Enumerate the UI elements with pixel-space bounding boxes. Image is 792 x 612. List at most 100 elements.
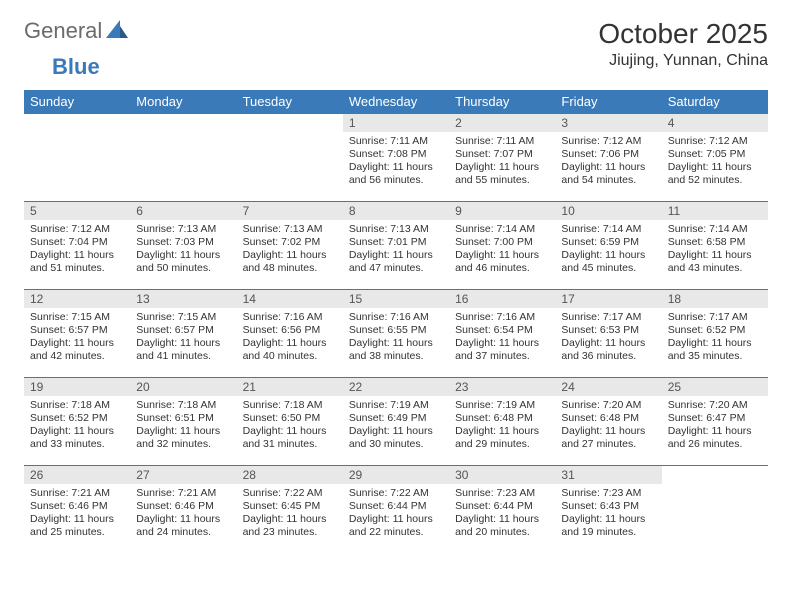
day-details: Sunrise: 7:12 AMSunset: 7:05 PMDaylight:… [662,132,768,190]
day-number: 26 [24,466,130,484]
calendar-day-cell: 28Sunrise: 7:22 AMSunset: 6:45 PMDayligh… [237,466,343,554]
day-details: Sunrise: 7:19 AMSunset: 6:48 PMDaylight:… [449,396,555,454]
weekday-header: Sunday [24,90,130,114]
logo: General [24,18,130,44]
day-number: 15 [343,290,449,308]
day-details: Sunrise: 7:20 AMSunset: 6:48 PMDaylight:… [555,396,661,454]
day-details: Sunrise: 7:19 AMSunset: 6:49 PMDaylight:… [343,396,449,454]
day-number: 2 [449,114,555,132]
day-details: Sunrise: 7:16 AMSunset: 6:55 PMDaylight:… [343,308,449,366]
calendar-day-cell: 20Sunrise: 7:18 AMSunset: 6:51 PMDayligh… [130,378,236,466]
day-details: Sunrise: 7:22 AMSunset: 6:45 PMDaylight:… [237,484,343,542]
day-number: 29 [343,466,449,484]
day-number: 21 [237,378,343,396]
weekday-header: Saturday [662,90,768,114]
day-number: 31 [555,466,661,484]
day-details: Sunrise: 7:11 AMSunset: 7:08 PMDaylight:… [343,132,449,190]
day-number: 27 [130,466,236,484]
calendar-day-cell: 5Sunrise: 7:12 AMSunset: 7:04 PMDaylight… [24,202,130,290]
day-details: Sunrise: 7:16 AMSunset: 6:54 PMDaylight:… [449,308,555,366]
day-details: Sunrise: 7:11 AMSunset: 7:07 PMDaylight:… [449,132,555,190]
calendar-day-cell: 29Sunrise: 7:22 AMSunset: 6:44 PMDayligh… [343,466,449,554]
weekday-header: Friday [555,90,661,114]
calendar-day-cell: 8Sunrise: 7:13 AMSunset: 7:01 PMDaylight… [343,202,449,290]
calendar-day-cell: 3Sunrise: 7:12 AMSunset: 7:06 PMDaylight… [555,114,661,202]
calendar-day-cell: 21Sunrise: 7:18 AMSunset: 6:50 PMDayligh… [237,378,343,466]
calendar-day-cell: 27Sunrise: 7:21 AMSunset: 6:46 PMDayligh… [130,466,236,554]
day-number: 8 [343,202,449,220]
calendar-day-cell: 4Sunrise: 7:12 AMSunset: 7:05 PMDaylight… [662,114,768,202]
day-details: Sunrise: 7:22 AMSunset: 6:44 PMDaylight:… [343,484,449,542]
calendar-day-cell: 30Sunrise: 7:23 AMSunset: 6:44 PMDayligh… [449,466,555,554]
calendar-day-cell: 2Sunrise: 7:11 AMSunset: 7:07 PMDaylight… [449,114,555,202]
day-number: 16 [449,290,555,308]
calendar-day-cell: 10Sunrise: 7:14 AMSunset: 6:59 PMDayligh… [555,202,661,290]
day-number: 6 [130,202,236,220]
day-details: Sunrise: 7:13 AMSunset: 7:02 PMDaylight:… [237,220,343,278]
day-number: 12 [24,290,130,308]
day-number: 1 [343,114,449,132]
logo-text-blue: Blue [52,54,100,79]
month-title: October 2025 [598,18,768,50]
calendar-week-row: 5Sunrise: 7:12 AMSunset: 7:04 PMDaylight… [24,202,768,290]
day-details: Sunrise: 7:20 AMSunset: 6:47 PMDaylight:… [662,396,768,454]
weekday-header: Thursday [449,90,555,114]
calendar-day-cell [237,114,343,202]
day-number: 10 [555,202,661,220]
day-details: Sunrise: 7:14 AMSunset: 6:58 PMDaylight:… [662,220,768,278]
calendar-day-cell: 26Sunrise: 7:21 AMSunset: 6:46 PMDayligh… [24,466,130,554]
calendar-week-row: 19Sunrise: 7:18 AMSunset: 6:52 PMDayligh… [24,378,768,466]
day-number: 7 [237,202,343,220]
weekday-header: Tuesday [237,90,343,114]
day-number: 30 [449,466,555,484]
calendar-day-cell: 18Sunrise: 7:17 AMSunset: 6:52 PMDayligh… [662,290,768,378]
calendar-day-cell: 25Sunrise: 7:20 AMSunset: 6:47 PMDayligh… [662,378,768,466]
day-details: Sunrise: 7:14 AMSunset: 7:00 PMDaylight:… [449,220,555,278]
day-details: Sunrise: 7:15 AMSunset: 6:57 PMDaylight:… [24,308,130,366]
location: Jiujing, Yunnan, China [598,52,768,70]
day-details: Sunrise: 7:23 AMSunset: 6:43 PMDaylight:… [555,484,661,542]
day-details: Sunrise: 7:13 AMSunset: 7:03 PMDaylight:… [130,220,236,278]
day-number: 14 [237,290,343,308]
calendar-day-cell: 23Sunrise: 7:19 AMSunset: 6:48 PMDayligh… [449,378,555,466]
calendar-day-cell: 16Sunrise: 7:16 AMSunset: 6:54 PMDayligh… [449,290,555,378]
day-number: 13 [130,290,236,308]
day-number: 11 [662,202,768,220]
day-details: Sunrise: 7:15 AMSunset: 6:57 PMDaylight:… [130,308,236,366]
title-block: October 2025 Jiujing, Yunnan, China [598,18,768,70]
day-details: Sunrise: 7:21 AMSunset: 6:46 PMDaylight:… [130,484,236,542]
day-number: 19 [24,378,130,396]
calendar-day-cell: 1Sunrise: 7:11 AMSunset: 7:08 PMDaylight… [343,114,449,202]
calendar-day-cell: 31Sunrise: 7:23 AMSunset: 6:43 PMDayligh… [555,466,661,554]
calendar-week-row: 12Sunrise: 7:15 AMSunset: 6:57 PMDayligh… [24,290,768,378]
weekday-header: Monday [130,90,236,114]
calendar-day-cell: 17Sunrise: 7:17 AMSunset: 6:53 PMDayligh… [555,290,661,378]
calendar-body: 1Sunrise: 7:11 AMSunset: 7:08 PMDaylight… [24,114,768,554]
calendar-day-cell: 11Sunrise: 7:14 AMSunset: 6:58 PMDayligh… [662,202,768,290]
day-number: 5 [24,202,130,220]
day-details: Sunrise: 7:14 AMSunset: 6:59 PMDaylight:… [555,220,661,278]
calendar-day-cell: 13Sunrise: 7:15 AMSunset: 6:57 PMDayligh… [130,290,236,378]
day-number: 20 [130,378,236,396]
logo-text-general: General [24,18,102,44]
day-details: Sunrise: 7:13 AMSunset: 7:01 PMDaylight:… [343,220,449,278]
day-number: 23 [449,378,555,396]
calendar-day-cell: 15Sunrise: 7:16 AMSunset: 6:55 PMDayligh… [343,290,449,378]
day-number: 22 [343,378,449,396]
day-number: 18 [662,290,768,308]
calendar-day-cell [24,114,130,202]
day-details: Sunrise: 7:18 AMSunset: 6:52 PMDaylight:… [24,396,130,454]
calendar-day-cell [662,466,768,554]
day-number: 25 [662,378,768,396]
calendar-day-cell: 22Sunrise: 7:19 AMSunset: 6:49 PMDayligh… [343,378,449,466]
day-number: 3 [555,114,661,132]
weekday-header-row: SundayMondayTuesdayWednesdayThursdayFrid… [24,90,768,114]
calendar-day-cell: 6Sunrise: 7:13 AMSunset: 7:03 PMDaylight… [130,202,236,290]
calendar-day-cell: 7Sunrise: 7:13 AMSunset: 7:02 PMDaylight… [237,202,343,290]
calendar-day-cell: 19Sunrise: 7:18 AMSunset: 6:52 PMDayligh… [24,378,130,466]
weekday-header: Wednesday [343,90,449,114]
day-details: Sunrise: 7:12 AMSunset: 7:04 PMDaylight:… [24,220,130,278]
day-details: Sunrise: 7:17 AMSunset: 6:52 PMDaylight:… [662,308,768,366]
day-details: Sunrise: 7:21 AMSunset: 6:46 PMDaylight:… [24,484,130,542]
day-details: Sunrise: 7:16 AMSunset: 6:56 PMDaylight:… [237,308,343,366]
